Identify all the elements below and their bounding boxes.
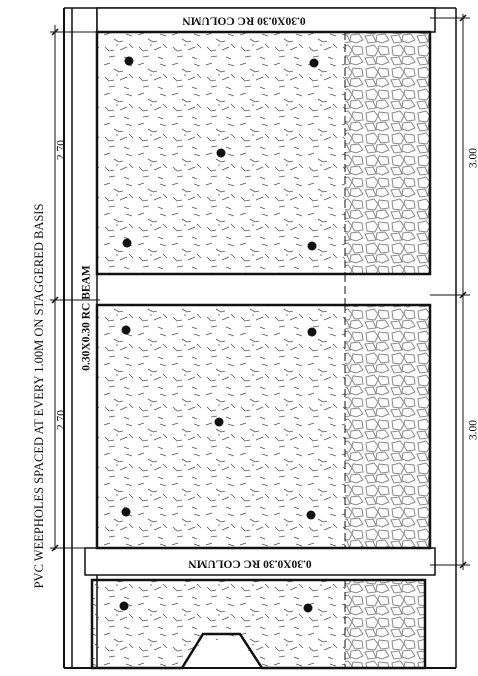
weephole (306, 510, 316, 520)
weephole (216, 148, 226, 158)
rc-column-mid (84, 547, 436, 576)
weephole (124, 56, 134, 66)
dim-left-bottom: 2.70 (56, 410, 68, 430)
weephole (122, 238, 132, 248)
column-label-top: 0.30X0.30 RC COLUMN (182, 14, 306, 26)
beam-label: 0.30X0.30 RC BEAM (81, 265, 93, 371)
weephole (121, 507, 131, 517)
wall-panel-bottom (90, 578, 427, 670)
dim-right-top: 3.00 (468, 148, 478, 168)
weephole (307, 241, 317, 251)
weepholes (119, 56, 319, 613)
weephole (119, 601, 129, 611)
weephole (303, 603, 313, 613)
column-label-mid: 0.30X0.30 RC COLUMN (188, 557, 312, 569)
wall-panel-lower (95, 303, 432, 550)
dimension-right (430, 14, 470, 570)
weephole (307, 327, 317, 337)
dimension-left (50, 25, 100, 552)
dim-left-top: 2.70 (56, 140, 68, 160)
dim-right-bottom: 3.00 (468, 420, 478, 440)
weephole (309, 58, 319, 68)
weephole (121, 325, 131, 335)
weephole (214, 417, 224, 427)
wall-panel-upper (95, 30, 432, 276)
weephole-note: PVC WEEPHOLES SPACED AT EVERY 1.00M ON S… (32, 204, 46, 589)
